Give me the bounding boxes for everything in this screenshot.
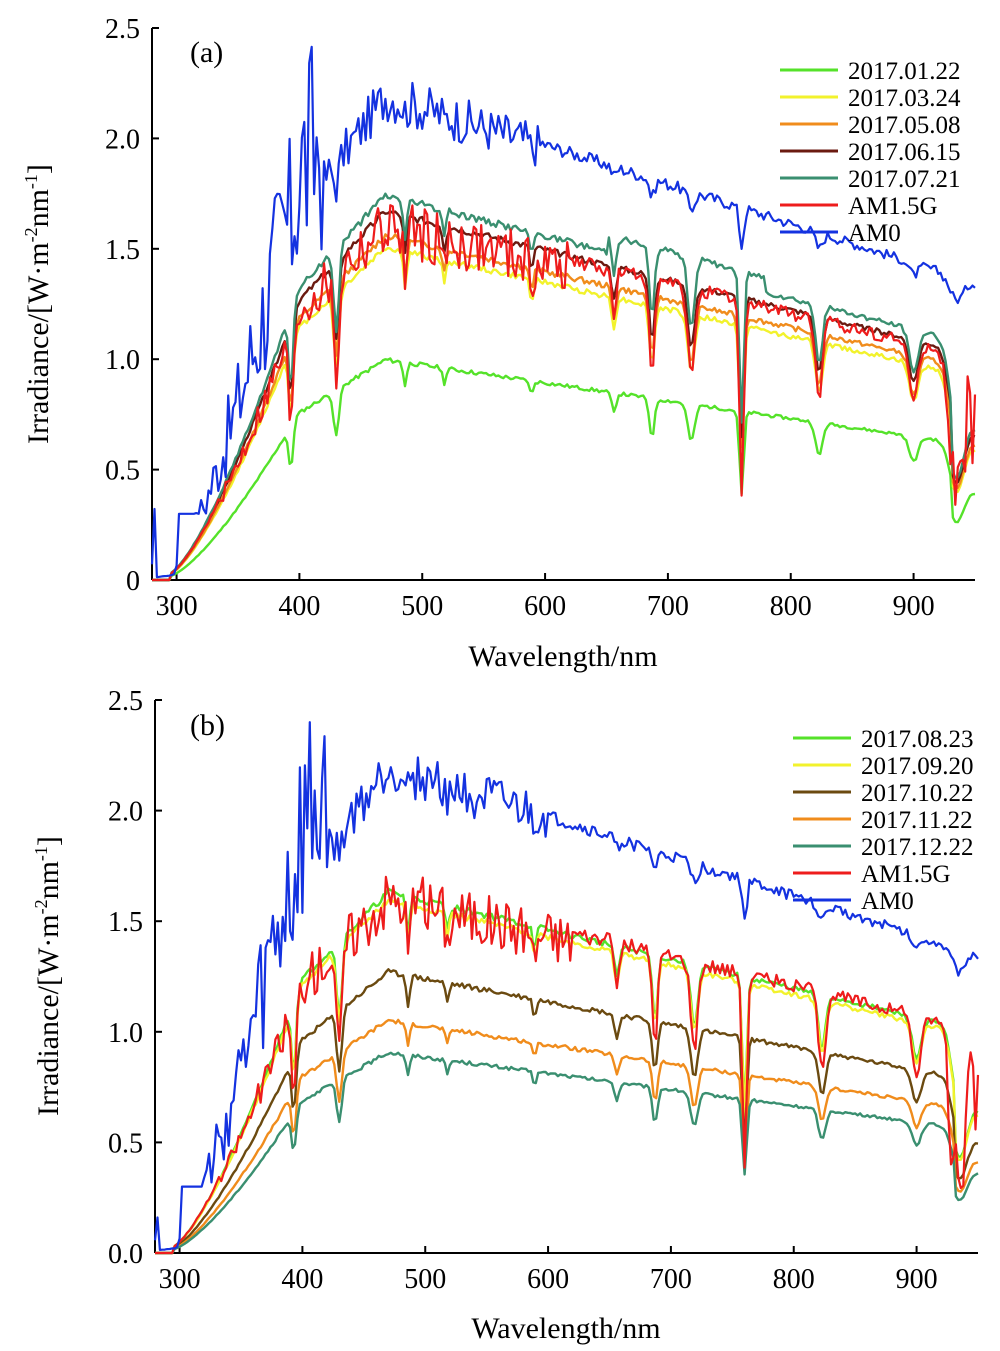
legend-label: 2017.11.22 [861,807,973,834]
legend-label: 2017.10.22 [861,780,974,807]
panel-b: (b) Wavelength/nm Irradiance/[W·m-2nm-1]… [31,686,980,1345]
x-tick-label: 600 [527,1264,569,1295]
x-tick-label: 500 [401,591,443,622]
x-tick-label: 600 [524,591,566,622]
legend: 2017.01.222017.03.242017.05.082017.06.15… [780,58,961,247]
legend: 2017.08.232017.09.202017.10.222017.11.22… [793,726,974,915]
series-line-am1-5g [152,204,977,582]
y-tick-label: 0.5 [108,1128,143,1159]
y-tick-label: 1.0 [108,1018,143,1049]
panel-a: (a) Wavelength/nm Irradiance/[W·m-2nm-1]… [21,14,977,673]
series-line-2017-01-22 [152,357,976,582]
legend-label: 2017.08.23 [861,726,974,753]
series-curves [150,45,977,582]
legend-label: 2017.07.21 [848,166,961,193]
legend-label: 2017.06.15 [848,139,961,166]
series-line-am0 [150,45,976,579]
y-axis-label: Irradiance/[W·m-2nm-1] [21,164,55,444]
legend-label: 2017.05.08 [848,112,961,139]
y-tick-label: 2.5 [108,686,143,717]
x-tick-label: 700 [650,1264,692,1295]
x-tick-label: 300 [156,591,198,622]
legend-label: AM1.5G [848,193,938,220]
x-tick-label: 800 [773,1264,815,1295]
series-line-2017-10-22 [155,968,979,1255]
legend-label: 2017.03.24 [848,85,961,112]
series-line-2017-07-21 [152,192,976,582]
series-line-2017-06-15 [152,210,976,582]
x-tick-label: 800 [770,591,812,622]
series-line-am1-5g [155,875,980,1255]
legend-label: AM0 [861,888,914,915]
y-tick-label: 2.0 [105,124,140,155]
x-tick-label: 400 [278,591,320,622]
series-curves [153,721,980,1255]
y-tick-label: 2.5 [105,14,140,45]
tick-group: 300 400 500 600 700 800 900 0 0.5 1.0 1.5 2.0 2.5 [105,14,935,622]
tick-group: 300 400 500 600 700 800 900 0.0 0.5 1.0 1.5 2.0 2.5 [108,686,938,1295]
y-tick-label: 1.0 [105,345,140,376]
legend-label: 2017.01.22 [848,58,961,85]
y-tick-label: 0.0 [108,1239,143,1270]
y-axis-label: Irradiance/[W·m-2nm-1] [31,836,65,1116]
x-axis-label: Wavelength/nm [468,640,657,673]
series-line-2017-03-24 [152,246,976,582]
y-tick-label: 1.5 [105,235,140,266]
panel-label: (a) [190,36,223,69]
y-tick-label: 0 [126,566,140,597]
panel-label: (b) [190,709,225,742]
x-tick-label: 900 [896,1264,938,1295]
legend-label: AM1.5G [861,861,951,888]
x-tick-label: 900 [893,591,935,622]
y-tick-label: 0.5 [105,456,140,487]
series-line-2017-11-22 [155,1018,979,1255]
y-tick-label: 1.5 [108,907,143,938]
legend-label: 2017.12.22 [861,834,974,861]
legend-label: AM0 [848,220,901,247]
x-axis-label: Wavelength/nm [471,1312,660,1345]
y-tick-label: 2.0 [108,797,143,828]
series-line-2017-12-22 [155,1051,979,1255]
series-line-am0 [153,721,979,1252]
x-tick-label: 300 [159,1264,201,1295]
x-tick-label: 400 [281,1264,323,1295]
x-tick-label: 700 [647,591,689,622]
x-tick-label: 500 [404,1264,446,1295]
legend-label: 2017.09.20 [861,753,974,780]
